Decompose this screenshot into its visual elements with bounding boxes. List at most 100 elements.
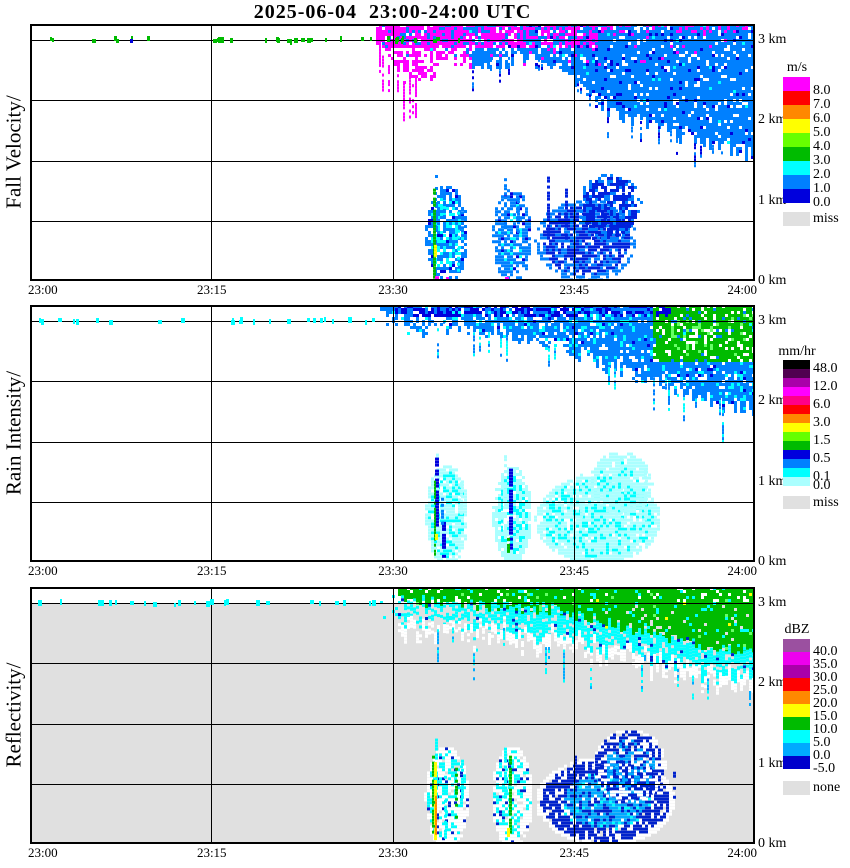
legend-value-label: 5.0 (813, 735, 831, 750)
legend-color-block (783, 743, 810, 756)
legend-color-block (783, 665, 810, 678)
height-axis-label: 2 km (758, 112, 787, 127)
height-axis-label: 0 km (758, 273, 787, 288)
height-axis-label: 2 km (758, 393, 787, 408)
x-axis-tick-label: 23:45 (559, 845, 590, 860)
legend-value-label: 8.0 (813, 83, 831, 98)
fall-velocity-axis-title: Fall Velocity/ (1, 95, 26, 209)
legend-missing-block (783, 781, 810, 795)
legend-color-block (783, 691, 810, 704)
legend-color-block (783, 105, 810, 119)
legend-color-block (783, 441, 810, 450)
legend-value-label: 10.0 (813, 722, 838, 737)
legend-value-label: 1.0 (813, 181, 831, 196)
x-axis-tick-label: 23:15 (196, 282, 227, 297)
legend-color-block (783, 119, 810, 133)
legend-value-label: 3.0 (813, 153, 831, 168)
x-axis-tick-label: 23:15 (196, 563, 227, 578)
legend-value-label: 7.0 (813, 97, 831, 112)
legend-color-block (783, 717, 810, 730)
height-axis-label: 0 km (758, 554, 787, 569)
rain-intensity-axis-title: Rain Intensity/ (1, 370, 26, 496)
legend-value-label: 0.0 (813, 195, 831, 210)
figure-title: 2025-06-04 23:00-24:00 UTC (253, 1, 532, 23)
x-axis-tick-label: 23:30 (378, 563, 408, 578)
legend-value-label: 0.1 (813, 469, 831, 484)
legend-color-block (783, 369, 810, 378)
legend-color-block (783, 387, 810, 396)
legend-color-block (783, 652, 810, 665)
height-axis-label: 2 km (758, 675, 787, 690)
legend-color-block (783, 414, 810, 423)
legend-color-block (783, 175, 810, 189)
x-axis-tick-label: 23:45 (559, 563, 590, 578)
height-axis-label: 3 km (758, 313, 787, 328)
legend-color-block (783, 147, 810, 161)
legend-value-label: 3.0 (813, 415, 831, 430)
legend-color-block (783, 189, 810, 203)
height-axis-label: 1 km (758, 474, 787, 489)
reflectivity-axis-title: Reflectivity/ (1, 662, 26, 768)
reflectivity-heatmap (30, 587, 755, 844)
legend-value-label: 35.0 (813, 657, 838, 672)
legend-unit-label: dBZ (784, 622, 810, 637)
legend-value-label: 48.0 (813, 361, 838, 376)
legend-value-label: 30.0 (813, 670, 838, 685)
legend-color-block (783, 459, 810, 468)
legend-unit-label: mm/hr (778, 344, 816, 359)
legend-color-block (783, 91, 810, 105)
legend-color-block (783, 468, 810, 477)
height-axis-label: 1 km (758, 756, 787, 771)
legend-value-label: 6.0 (813, 111, 831, 126)
legend-value-label: 0.0 (813, 478, 831, 493)
legend-missing-label: none (813, 780, 841, 795)
legend-color-block (783, 477, 810, 486)
legend-color-block (783, 405, 810, 414)
legend-value-label: 40.0 (813, 644, 838, 659)
legend-missing-block (783, 212, 810, 226)
x-axis-tick-label: 23:15 (196, 845, 227, 860)
legend-value-label: 5.0 (813, 125, 831, 140)
x-axis-tick-label: 23:00 (28, 563, 58, 578)
legend-value-label: 15.0 (813, 709, 838, 724)
legend-color-block (783, 161, 810, 175)
legend-color-block (783, 77, 810, 91)
x-axis-tick-label: 24:00 (727, 282, 757, 297)
legend-color-block (783, 704, 810, 717)
x-axis-tick-label: 24:00 (727, 845, 757, 860)
x-axis-tick-label: 23:00 (28, 845, 58, 860)
legend-value-label: 0.5 (813, 451, 831, 466)
legend-value-label: 6.0 (813, 397, 831, 412)
legend-color-block (783, 396, 810, 405)
rain-intensity-heatmap (30, 305, 755, 562)
x-axis-tick-label: 23:30 (378, 845, 408, 860)
height-axis-label: 3 km (758, 32, 787, 47)
legend-color-block (783, 423, 810, 432)
fall-velocity-heatmap (30, 24, 755, 281)
legend-color-block (783, 756, 810, 769)
x-axis-tick-label: 23:45 (559, 282, 590, 297)
legend-value-label: -5.0 (813, 761, 836, 776)
legend-color-block (783, 450, 810, 459)
legend-value-label: 20.0 (813, 696, 838, 711)
legend-missing-label: miss (813, 495, 839, 510)
height-axis-label: 1 km (758, 193, 787, 208)
legend-color-block (783, 360, 810, 369)
x-axis-tick-label: 23:30 (378, 282, 408, 297)
legend-value-label: 2.0 (813, 167, 831, 182)
legend-missing-label: miss (813, 211, 839, 226)
legend-color-block (783, 678, 810, 691)
legend-color-block (783, 730, 810, 743)
legend-value-label: 25.0 (813, 683, 838, 698)
legend-value-label: 1.5 (813, 433, 831, 448)
legend-color-block (783, 133, 810, 147)
legend-value-label: 4.0 (813, 139, 831, 154)
legend-missing-block (783, 496, 810, 509)
legend-unit-label: m/s (786, 60, 808, 75)
height-axis-label: 3 km (758, 595, 787, 610)
legend-value-label: 12.0 (813, 379, 838, 394)
legend-color-block (783, 639, 810, 652)
legend-value-label: 0.0 (813, 748, 831, 763)
legend-color-block (783, 432, 810, 441)
